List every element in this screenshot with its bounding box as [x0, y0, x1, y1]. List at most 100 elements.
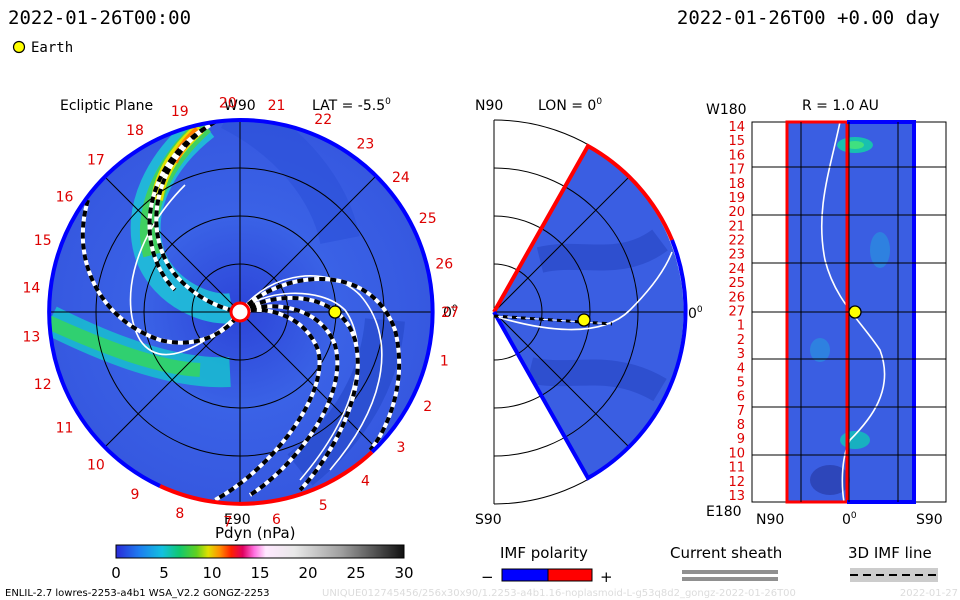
radial-bottom-left-label: E180	[706, 504, 742, 520]
clock-label: 4	[361, 473, 370, 489]
colorbar-tick-label: 5	[159, 564, 169, 582]
meridional-right-degree: 0	[697, 305, 703, 315]
ecliptic-boundary-positive	[159, 450, 374, 506]
imf-polarity-positive-swatch	[547, 568, 593, 582]
clock-label: 20	[219, 95, 237, 111]
pdyn-colorbar: Pdyn (nPa) 0 5 10 15 20 25 30	[111, 524, 413, 582]
clock-label: 17	[87, 152, 105, 168]
row-label: 20	[728, 205, 745, 220]
clock-label: 25	[419, 211, 437, 227]
sun-marker	[229, 301, 251, 323]
row-label: 24	[728, 262, 745, 277]
earth-marker-meridional	[577, 313, 591, 327]
clock-label: 1	[440, 353, 449, 369]
row-label: 8	[737, 418, 745, 433]
colorbar-gradient	[115, 544, 405, 559]
clock-label: 3	[396, 440, 405, 456]
ecliptic-right-label: 00	[443, 304, 458, 321]
meridional-right-label: 00	[688, 305, 703, 322]
timestamp-left: 2022-01-26T00:00	[8, 7, 191, 29]
clock-label: 10	[87, 458, 105, 474]
footer-run-info: UNIQUE012745456/256x30x90/1.2253-a4b1.16…	[322, 588, 796, 599]
row-label: 25	[728, 276, 745, 291]
imf-polarity-negative-swatch	[501, 568, 549, 582]
clock-label: 9	[131, 487, 140, 503]
colorbar-ticks: 0 5 10 15 20 25 30	[111, 564, 413, 582]
clock-label: 7	[223, 515, 232, 531]
clock-label: 27	[441, 305, 459, 321]
row-label: 3	[737, 347, 745, 362]
row-label: 12	[728, 475, 745, 490]
row-label: 22	[728, 234, 745, 249]
row-label: 23	[728, 248, 745, 263]
meridional-boundary-right	[492, 239, 688, 481]
meridional-bottom-label: S90	[475, 512, 502, 528]
meridional-imf-line	[493, 251, 673, 331]
clock-label: 19	[171, 104, 189, 120]
clock-label: 8	[175, 506, 184, 522]
clock-label: 5	[319, 498, 328, 514]
earth-legend-icon	[12, 40, 26, 54]
row-label: 9	[737, 432, 745, 447]
clock-label: 14	[22, 281, 40, 297]
timestamp-right: 2022-01-26T00 +0.00 day	[677, 7, 940, 29]
ecliptic-boundary-negative	[239, 117, 435, 454]
row-label: 17	[728, 163, 745, 178]
imf-polarity-plus: +	[600, 568, 613, 586]
clock-label: 21	[268, 98, 286, 114]
meridional-lon-label: LON = 00	[538, 97, 602, 114]
imf-polarity-minus: −	[481, 568, 494, 586]
row-label: 16	[728, 148, 745, 163]
meridional-top-label: N90	[475, 98, 503, 114]
clock-label: 26	[435, 257, 453, 273]
clock-label: 24	[392, 170, 410, 186]
colorbar-tick-label: 20	[298, 564, 317, 582]
radial-bottom-degree: 0	[851, 511, 857, 521]
imf-line-title: 3D IMF line	[848, 544, 932, 562]
row-label: 27	[728, 305, 745, 320]
ecliptic-bottom-label: E90	[224, 512, 251, 528]
footer-model-info: ENLIL-2.7 lowres-2253-a4b1 WSA_V2.2 GONG…	[5, 588, 270, 599]
imf-polarity-legend: IMF polarity − +	[481, 544, 613, 586]
radial-r-label: R = 1.0 AU	[802, 98, 879, 114]
current-sheath-title: Current sheath	[670, 544, 782, 562]
ecliptic-clock-labels: 20 21222324252627123456789101112131415161…	[22, 95, 458, 530]
row-label: 19	[728, 191, 745, 206]
row-label: 7	[737, 404, 745, 419]
earth-marker-radial	[848, 305, 862, 319]
colorbar-tick-label: 25	[346, 564, 365, 582]
row-label: 6	[737, 390, 745, 405]
ecliptic-current-sheath	[80, 120, 402, 502]
clock-label: 16	[56, 190, 74, 206]
colorbar-title: Pdyn (nPa)	[215, 524, 296, 542]
row-label: 15	[728, 134, 745, 149]
earth-legend: Earth	[12, 40, 73, 56]
row-label: 11	[728, 461, 745, 476]
ecliptic-boundary-negative-2	[47, 118, 241, 488]
row-label: 4	[737, 361, 745, 376]
earth-marker-ecliptic	[328, 305, 342, 319]
radial-bottom-n90: N90	[756, 512, 784, 528]
meridional-sheath	[493, 314, 613, 326]
row-label: 21	[728, 219, 745, 234]
clock-label: 22	[314, 112, 332, 128]
row-label: 2	[737, 333, 745, 348]
clock-label: 2	[423, 399, 432, 415]
clock-label: 23	[356, 137, 374, 153]
imf-polarity-title: IMF polarity	[500, 544, 588, 562]
row-label: 5	[737, 376, 745, 391]
colorbar-tick-label: 15	[250, 564, 269, 582]
current-sheath-legend: Current sheath	[670, 544, 782, 581]
clock-label: 15	[34, 233, 52, 249]
ecliptic-lat-label: LAT = -5.50	[312, 97, 391, 114]
colorbar-tick-label: 10	[202, 564, 221, 582]
imf-line-legend: 3D IMF line	[848, 544, 938, 582]
meridional-boundary-top	[492, 143, 674, 313]
meridional-lon-degree: 0	[596, 97, 602, 107]
ecliptic-title: Ecliptic Plane	[60, 98, 153, 114]
row-label: 10	[728, 446, 745, 461]
footer-date-info: 2022-01-27	[900, 588, 958, 599]
earth-legend-label: Earth	[31, 40, 73, 56]
ecliptic-top-label: W90	[224, 98, 256, 114]
row-label: 1	[737, 319, 745, 334]
